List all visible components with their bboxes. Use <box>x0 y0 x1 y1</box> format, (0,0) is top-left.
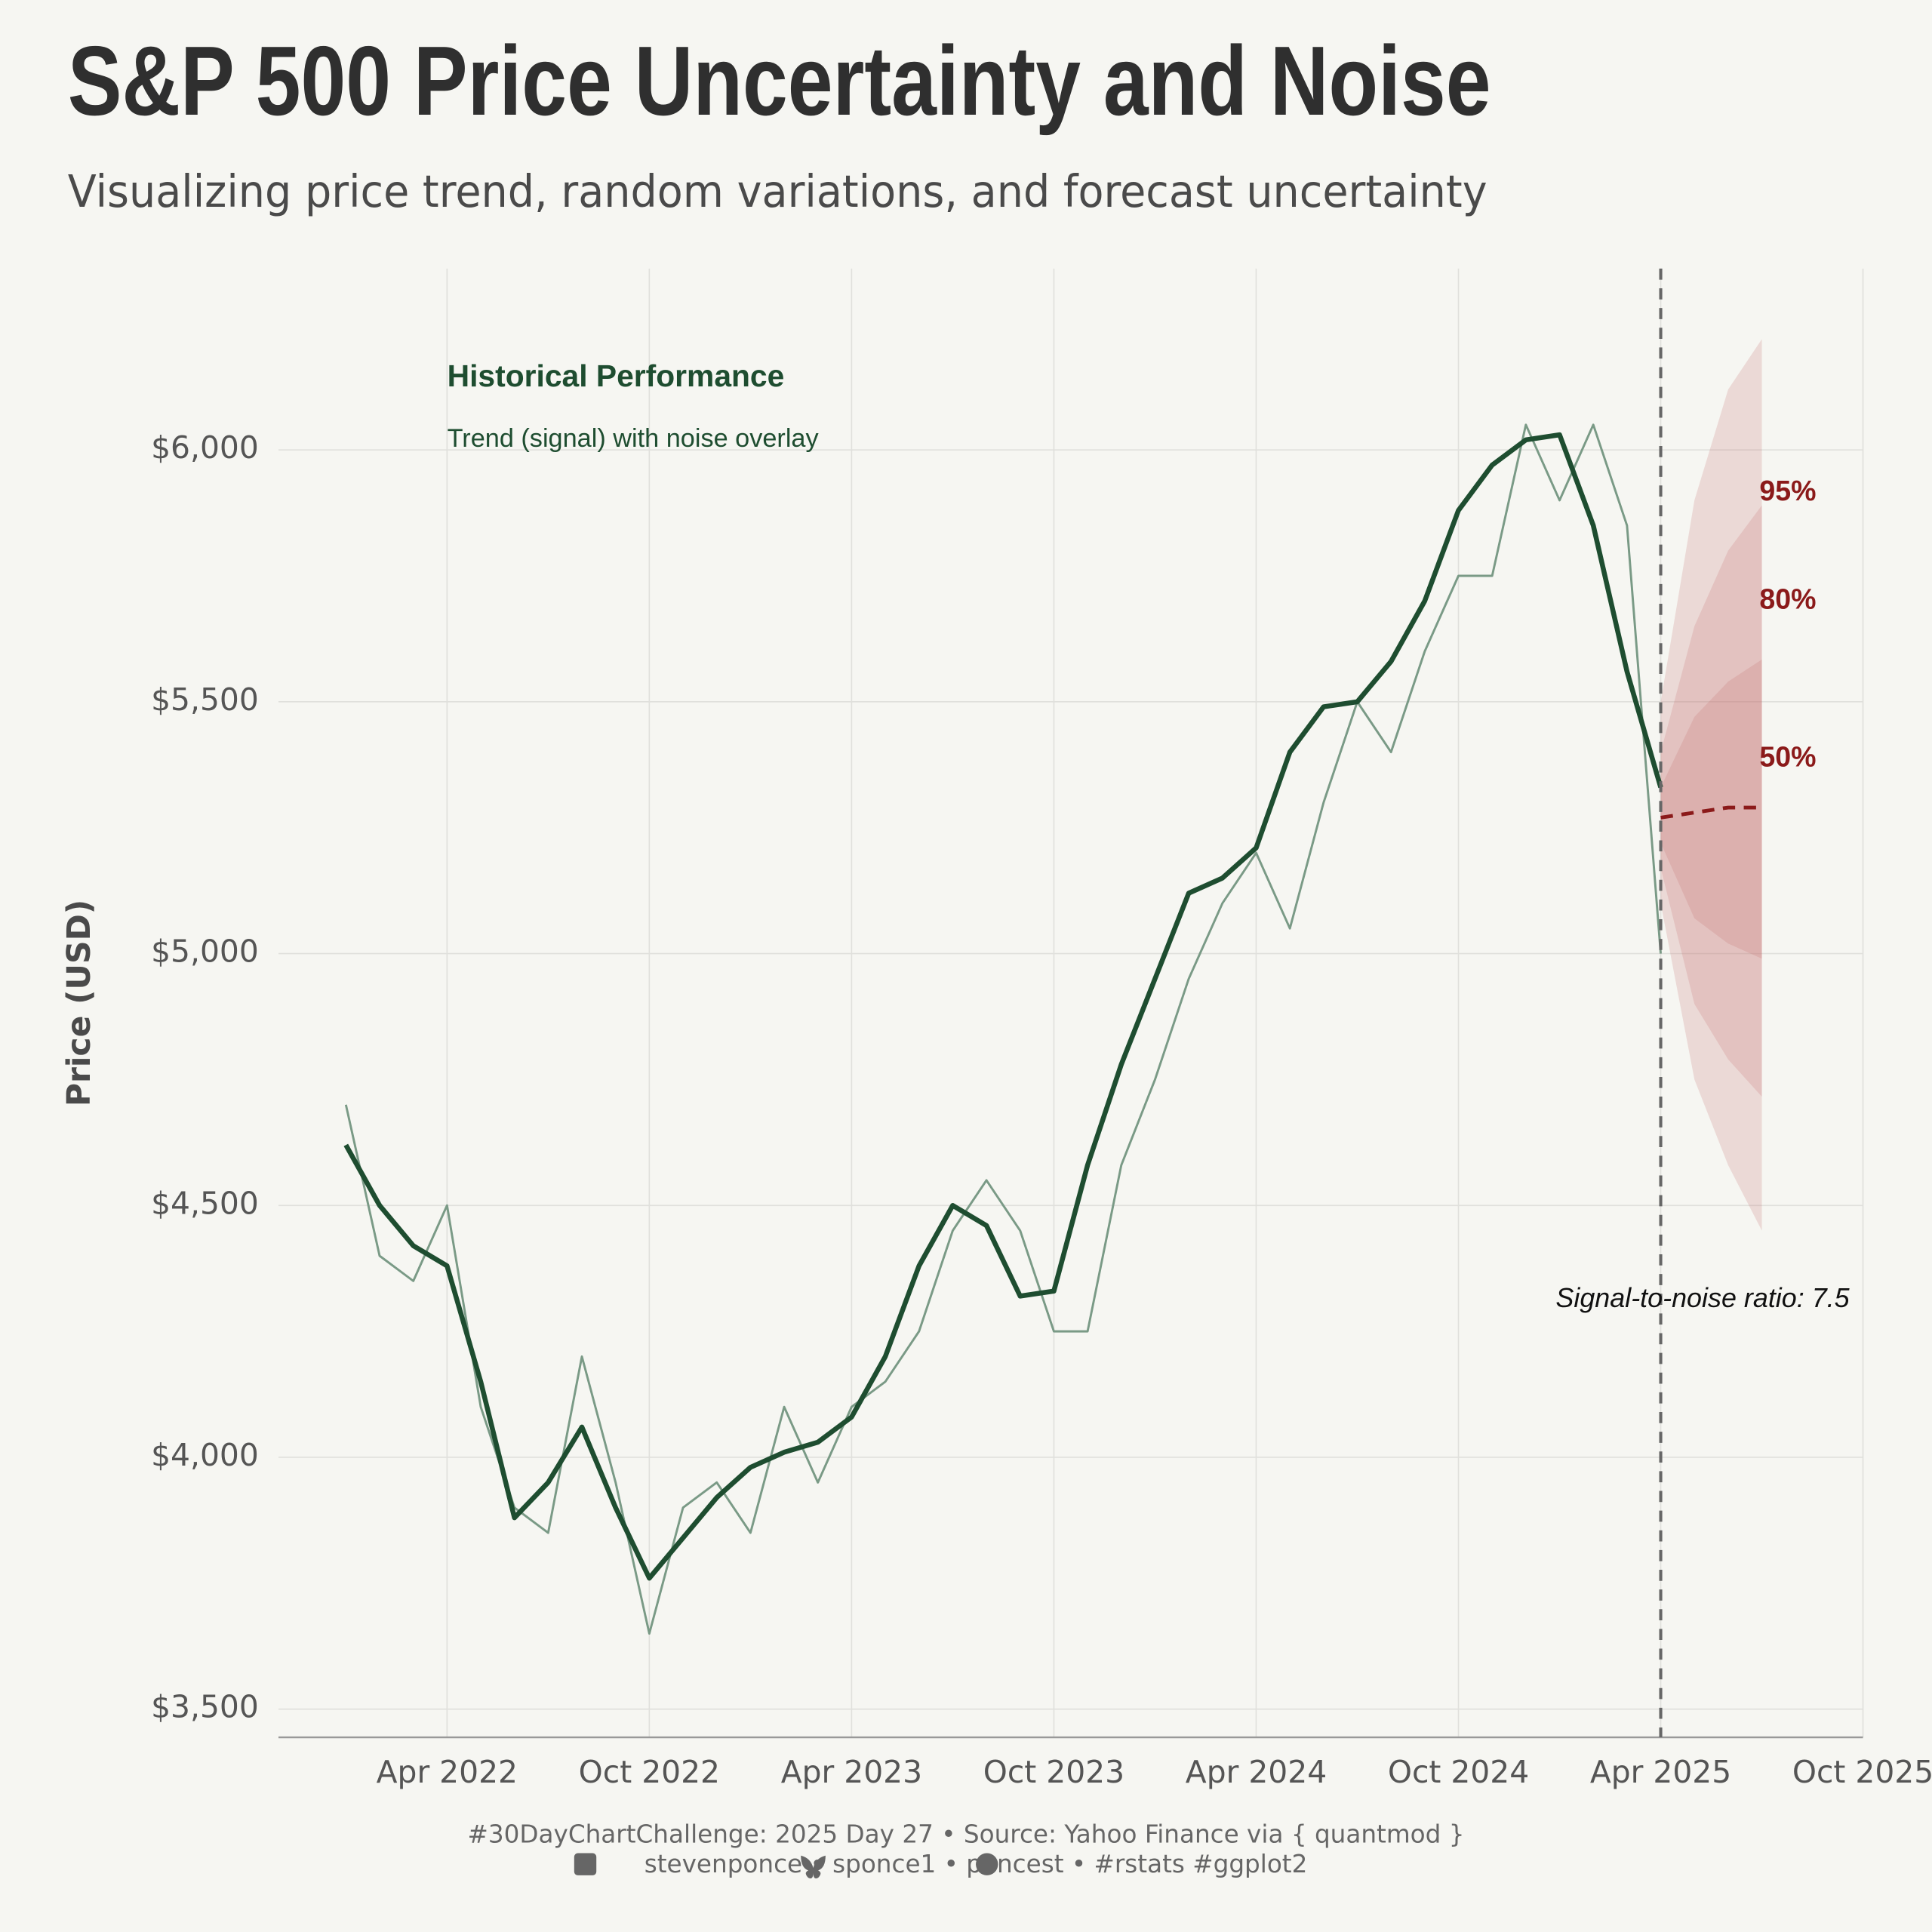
y-tick-label: $5,000 <box>151 934 259 970</box>
x-tick-label: Oct 2023 <box>983 1754 1124 1790</box>
caption-icons <box>574 1853 998 1878</box>
y-tick-label: $4,500 <box>151 1185 259 1221</box>
y-axis-label: Price (USD) <box>61 900 98 1106</box>
forecast-band <box>1660 505 1762 1097</box>
band-label: 95% <box>1759 475 1816 506</box>
linkedin-icon <box>574 1853 597 1875</box>
x-tick-label: Oct 2025 <box>1792 1754 1932 1790</box>
chart-title: S&P 500 Price Uncertainty and Noise <box>68 26 1491 136</box>
x-tick-label: Oct 2024 <box>1388 1754 1529 1790</box>
y-tick-label: $5,500 <box>151 681 259 718</box>
x-tick-label: Oct 2022 <box>579 1754 720 1790</box>
github-icon <box>976 1853 998 1875</box>
band-label: 80% <box>1759 583 1816 615</box>
forecast-median <box>1660 805 1762 820</box>
trend-line <box>343 432 1663 1581</box>
caption-line: stevenponce • sponce1 • poncest • #rstat… <box>645 1850 1308 1878</box>
x-tick-label: Apr 2023 <box>781 1754 922 1790</box>
annotation-snr: Signal-to-noise ratio: 7.5 <box>1555 1282 1850 1313</box>
caption-line: #30DayChartChallenge: 2025 Day 27 • Sour… <box>467 1820 1464 1849</box>
y-tick-label: $3,500 <box>151 1689 259 1725</box>
y-tick-label: $4,000 <box>151 1437 259 1473</box>
x-tick-label: Apr 2024 <box>1186 1754 1327 1790</box>
x-tick-label: Apr 2025 <box>1590 1754 1731 1790</box>
x-tick-label: Apr 2022 <box>377 1754 518 1790</box>
chart-subtitle: Visualizing price trend, random variatio… <box>68 165 1487 217</box>
band-label: 50% <box>1759 741 1816 773</box>
bluesky-icon <box>801 1855 826 1878</box>
forecast-band <box>1660 339 1762 1231</box>
y-tick-label: $6,000 <box>151 429 259 466</box>
price-line <box>344 423 1663 1635</box>
annotation-text: Trend (signal) with noise overlay <box>448 424 820 453</box>
annotation-title: Historical Performance <box>448 358 785 393</box>
